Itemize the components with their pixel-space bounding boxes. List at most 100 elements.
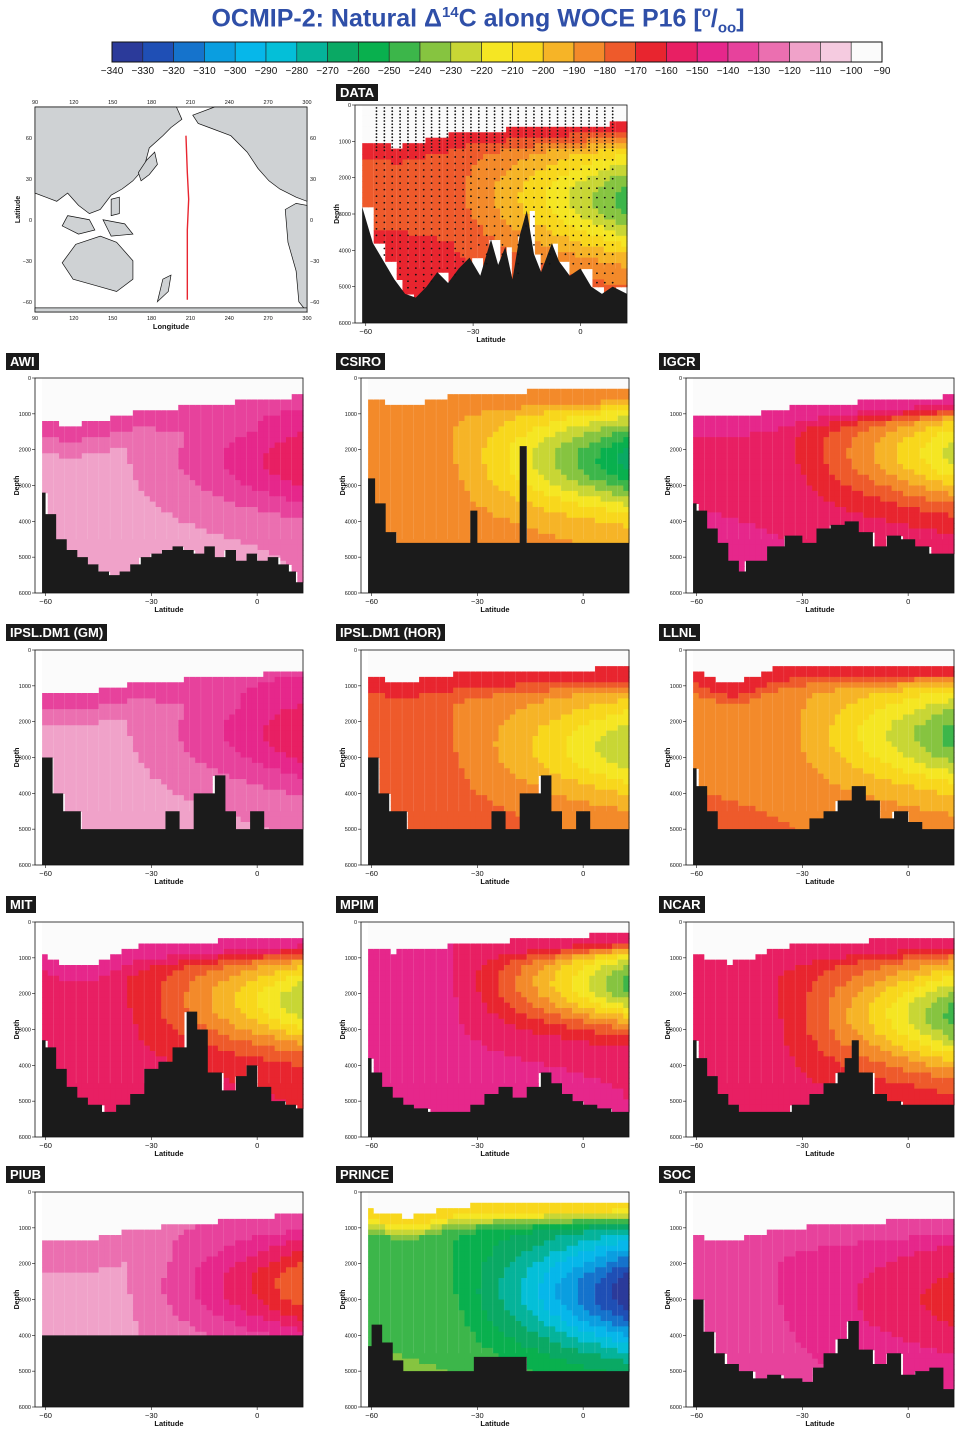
section-cell — [460, 181, 467, 188]
section-cell — [738, 415, 745, 422]
section-cell — [419, 115, 427, 122]
section-cell — [761, 496, 768, 503]
section-cell — [555, 464, 562, 470]
section-cell — [87, 404, 94, 411]
section-cell — [189, 496, 196, 503]
section-cell — [534, 186, 542, 193]
section-cell — [795, 388, 802, 395]
section-cell — [172, 437, 179, 444]
section-cell — [772, 533, 779, 540]
section-cell — [744, 523, 751, 530]
section-cell — [408, 268, 415, 275]
section-cell — [766, 523, 774, 530]
section-cell — [447, 447, 454, 454]
section-cell — [732, 421, 740, 427]
section-cell — [419, 523, 426, 530]
section-cell — [783, 517, 791, 524]
section-cell — [623, 442, 630, 449]
section-cell — [583, 415, 590, 422]
section-cell — [453, 442, 460, 449]
section-cell — [458, 421, 466, 427]
section-cell — [246, 539, 253, 546]
section-cell — [509, 469, 517, 476]
section-cell — [453, 480, 460, 487]
section-cell — [121, 555, 128, 562]
section-cell — [402, 137, 409, 144]
section-cell — [572, 399, 579, 406]
section-cell — [263, 383, 270, 390]
section-cell — [189, 512, 196, 519]
section-cell — [110, 383, 117, 390]
section-cell — [172, 480, 179, 487]
section-cell — [698, 437, 705, 444]
section-cell — [744, 394, 751, 401]
section-cell — [600, 464, 607, 470]
section-cell — [529, 175, 536, 182]
section-cell — [521, 399, 528, 406]
section-cell — [589, 490, 596, 497]
section-cell — [166, 496, 174, 503]
section-cell — [594, 453, 602, 460]
section-cell — [161, 474, 168, 481]
section-cell — [761, 507, 768, 513]
section-cell — [76, 485, 83, 492]
section-cell — [93, 426, 100, 433]
section-cell — [549, 528, 556, 535]
section-cell — [431, 115, 438, 122]
section-cell — [557, 105, 565, 112]
section-cell — [611, 378, 619, 384]
section-cell — [291, 501, 298, 508]
section-cell — [155, 528, 162, 535]
section-cell — [465, 219, 473, 226]
section-cell — [778, 474, 785, 481]
section-cell — [402, 257, 409, 264]
section-cell — [257, 453, 264, 460]
section-cell — [504, 528, 511, 535]
section-cell — [498, 404, 505, 411]
section-cell — [430, 464, 437, 470]
section-cell — [127, 383, 134, 390]
section-cell — [575, 214, 582, 221]
section-cell — [592, 268, 599, 275]
section-cell — [460, 203, 467, 210]
section-cell — [583, 490, 590, 497]
section-cell — [715, 539, 723, 544]
section-cell — [132, 555, 140, 562]
section-cell — [549, 410, 556, 417]
section-cell — [368, 399, 375, 406]
section-cell — [425, 126, 432, 133]
section-cell — [454, 170, 461, 177]
section-cell — [598, 235, 605, 242]
section-cell — [76, 523, 83, 530]
section-cell — [81, 496, 89, 503]
section-cell — [379, 485, 386, 492]
section-cell — [727, 485, 734, 492]
section-cell — [362, 154, 369, 161]
section-cell — [297, 539, 304, 546]
section-cell — [487, 485, 494, 492]
section-cell — [521, 404, 528, 411]
section-cell — [76, 399, 83, 406]
section-cell — [592, 214, 599, 221]
section-cell — [274, 512, 281, 519]
section-cell — [379, 437, 386, 444]
section-cell — [166, 453, 174, 460]
section-cell — [59, 474, 66, 481]
section-cell — [615, 268, 622, 275]
section-cell — [407, 458, 415, 465]
section-cell — [390, 469, 398, 476]
section-cell — [436, 539, 443, 544]
section-cell — [42, 447, 49, 454]
section-cell — [285, 410, 293, 417]
section-cell — [540, 170, 547, 177]
section-cell — [127, 431, 134, 438]
section-cell — [436, 437, 443, 444]
section-cell — [454, 115, 461, 122]
section-cell — [606, 523, 613, 530]
section-cell — [749, 378, 757, 384]
section-cell — [580, 121, 588, 128]
section-cell — [572, 442, 579, 449]
section-cell — [517, 214, 524, 221]
section-cell — [755, 442, 762, 449]
section-cell — [64, 415, 72, 422]
